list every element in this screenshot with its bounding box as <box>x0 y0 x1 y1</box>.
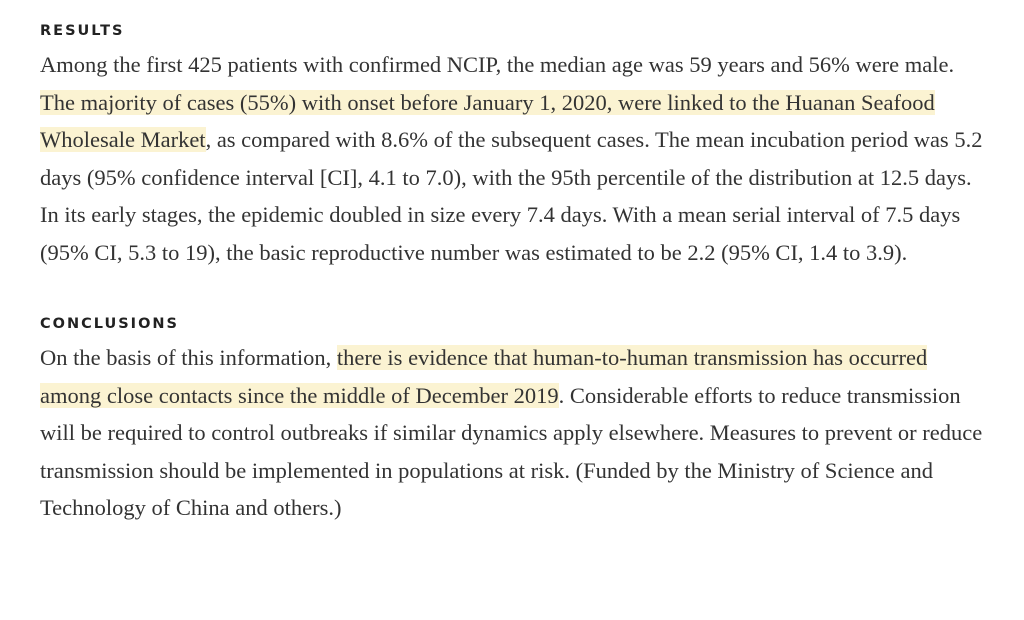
results-text-end: , as compared with 8.6% of the subsequen… <box>40 127 983 265</box>
results-section: RESULTS Among the first 425 patients wit… <box>40 21 988 271</box>
conclusions-text-end: . Considerable efforts to reduce transmi… <box>40 382 983 521</box>
conclusions-heading: CONCLUSIONS <box>40 316 179 332</box>
results-heading: RESULTS <box>40 23 125 39</box>
results-paragraph: Among the first 425 patients with confir… <box>40 46 988 271</box>
conclusions-section: CONCLUSIONS On the basis of this informa… <box>40 314 988 527</box>
abstract-excerpt: RESULTS Among the first 425 patients wit… <box>40 20 988 527</box>
results-text-start: Among the first 425 patients with confir… <box>40 52 955 77</box>
conclusions-paragraph: On the basis of this information, there … <box>40 339 988 527</box>
conclusions-text-start: On the basis of this information, <box>40 345 337 370</box>
